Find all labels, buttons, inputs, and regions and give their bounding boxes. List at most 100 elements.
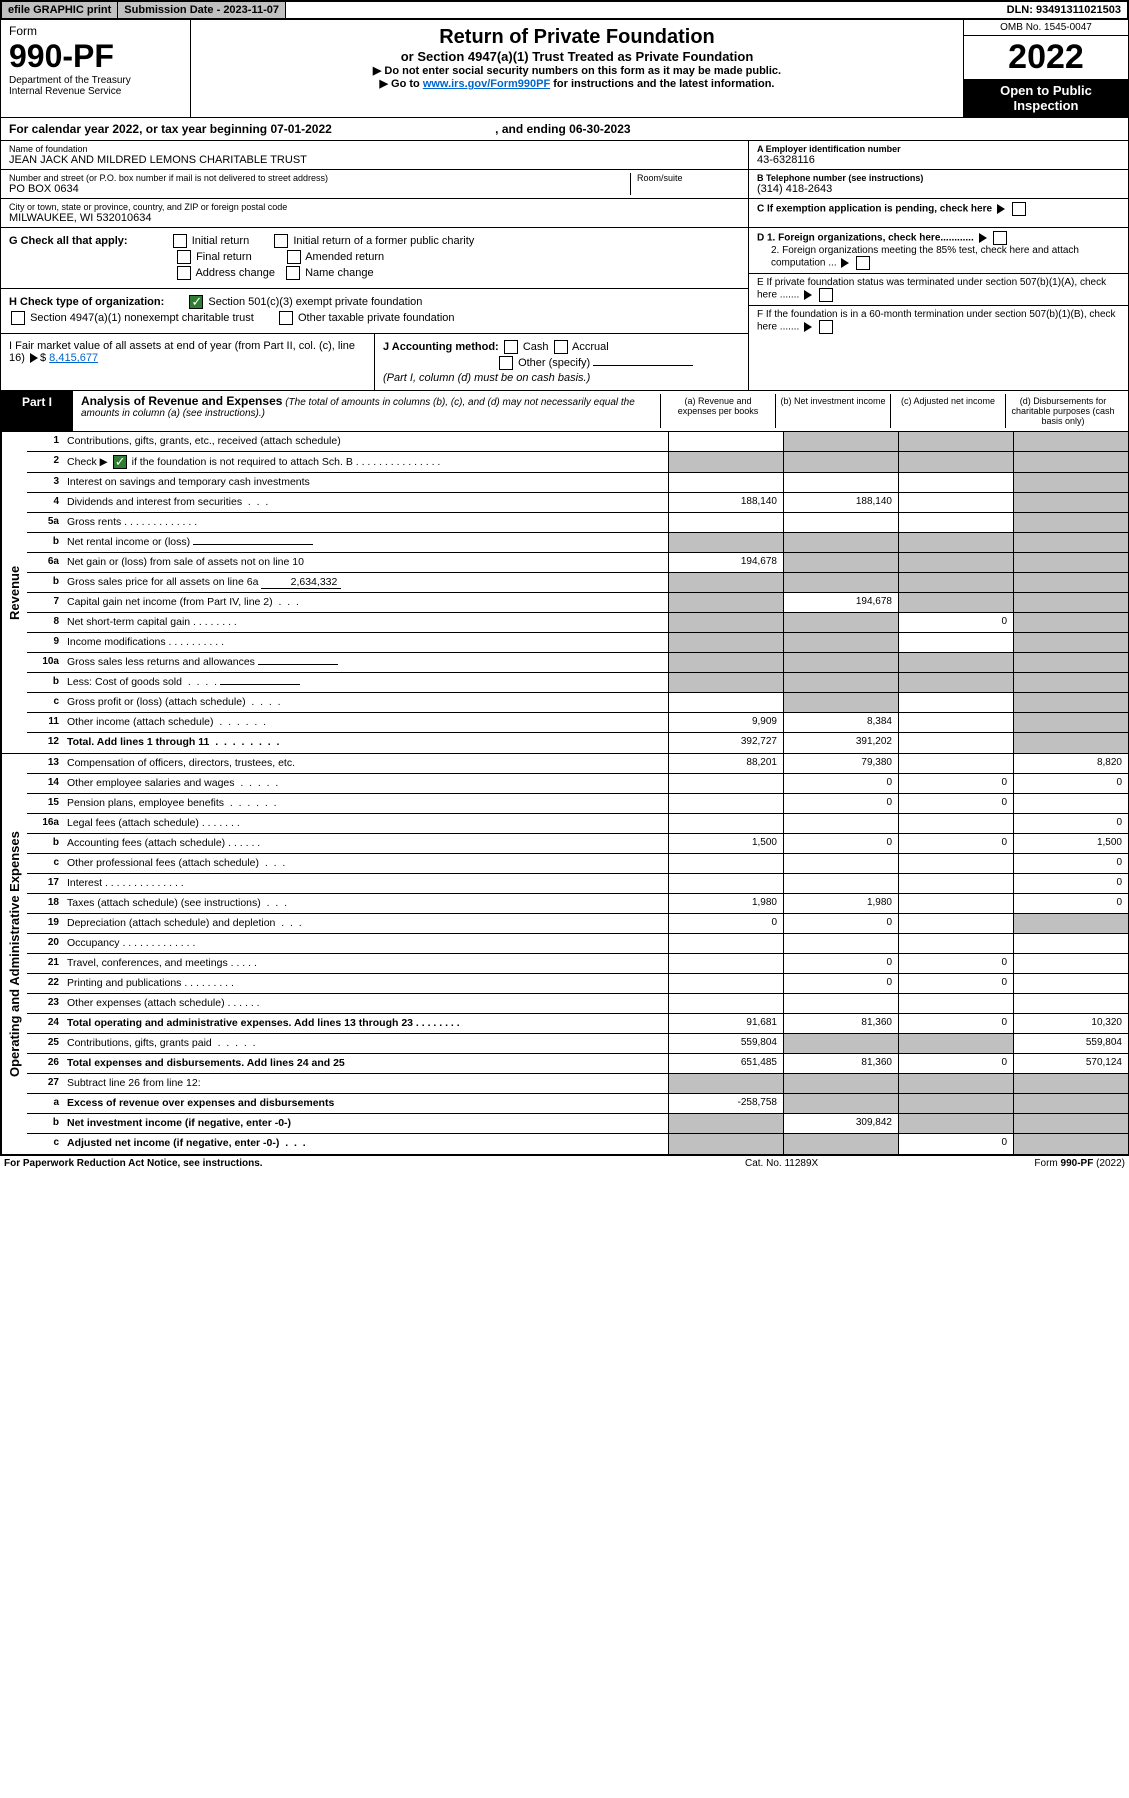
j-other-checkbox[interactable] — [499, 356, 513, 370]
phone-value: (314) 418-2643 — [757, 183, 1120, 195]
r24-c: 0 — [898, 1014, 1013, 1033]
form-id-block: Form 990-PF Department of the Treasury I… — [1, 20, 191, 117]
r14-d: 0 — [1013, 774, 1128, 793]
page-footer: For Paperwork Reduction Act Notice, see … — [0, 1155, 1129, 1171]
row-19: Depreciation (attach schedule) and deple… — [63, 914, 668, 933]
g-opt-0: Initial return — [192, 235, 249, 247]
d1-checkbox[interactable] — [993, 231, 1007, 245]
form990pf-link[interactable]: www.irs.gov/Form990PF — [423, 78, 550, 90]
g-label: G Check all that apply: — [9, 235, 128, 247]
r10b-input[interactable] — [220, 684, 300, 685]
r4-b: 188,140 — [783, 493, 898, 512]
g-opt-4: Address change — [195, 267, 275, 279]
ein-label: A Employer identification number — [757, 144, 1120, 154]
j-label: J Accounting method: — [383, 341, 499, 353]
r26-a: 651,485 — [668, 1054, 783, 1073]
c-checkbox[interactable] — [1012, 202, 1026, 216]
r7-b: 194,678 — [783, 593, 898, 612]
c-cell: C If exemption application is pending, c… — [749, 199, 1128, 219]
c-label: C If exemption application is pending, c… — [757, 204, 992, 215]
phone-cell: B Telephone number (see instructions) (3… — [749, 170, 1128, 199]
open-public: Open to Public Inspection — [964, 79, 1128, 117]
g-initial-checkbox[interactable] — [173, 234, 187, 248]
d2-checkbox[interactable] — [856, 256, 870, 270]
g-name-checkbox[interactable] — [286, 266, 300, 280]
j-section: J Accounting method: Cash Accrual Other … — [375, 334, 748, 390]
arrow-icon — [841, 258, 849, 268]
h-other-checkbox[interactable] — [279, 311, 293, 325]
r16b-d: 1,500 — [1013, 834, 1128, 853]
g-amended-checkbox[interactable] — [287, 250, 301, 264]
r16b-b: 0 — [783, 834, 898, 853]
r15-c: 0 — [898, 794, 1013, 813]
r24-a: 91,681 — [668, 1014, 783, 1033]
calendar-year-line: For calendar year 2022, or tax year begi… — [0, 118, 1129, 141]
row-5a: Gross rents . . . . . . . . . . . . . — [63, 513, 668, 532]
addr-label: Number and street (or P.O. box number if… — [9, 173, 630, 183]
foundation-name-cell: Name of foundation JEAN JACK AND MILDRED… — [1, 141, 748, 170]
schb-checkbox[interactable] — [113, 455, 127, 469]
r11-a: 9,909 — [668, 713, 783, 732]
col-c-header: (c) Adjusted net income — [890, 394, 1005, 428]
r10a-input[interactable] — [258, 664, 338, 665]
row-17: Interest . . . . . . . . . . . . . . — [63, 874, 668, 893]
r22-c: 0 — [898, 974, 1013, 993]
r14-c: 0 — [898, 774, 1013, 793]
r22-b: 0 — [783, 974, 898, 993]
f-cell: F If the foundation is in a 60-month ter… — [749, 306, 1128, 337]
row-21: Travel, conferences, and meetings . . . … — [63, 954, 668, 973]
r17-d: 0 — [1013, 874, 1128, 893]
form-subtitle: or Section 4947(a)(1) Trust Treated as P… — [197, 49, 957, 64]
r26-b: 81,360 — [783, 1054, 898, 1073]
j-note: (Part I, column (d) must be on cash basi… — [383, 372, 740, 384]
f-checkbox[interactable] — [819, 320, 833, 334]
r11-b: 8,384 — [783, 713, 898, 732]
d2-label: 2. Foreign organizations meeting the 85%… — [771, 245, 1079, 269]
r16b-a: 1,500 — [668, 834, 783, 853]
row-12: Total. Add lines 1 through 11 . . . . . … — [63, 733, 668, 753]
part1-header: Part I Analysis of Revenue and Expenses … — [0, 391, 1129, 432]
arrow-icon — [804, 322, 812, 332]
row-24: Total operating and administrative expen… — [63, 1014, 668, 1033]
r25-d: 559,804 — [1013, 1034, 1128, 1053]
h-opt-1: Section 501(c)(3) exempt private foundat… — [208, 296, 422, 308]
g-initial-former-checkbox[interactable] — [274, 234, 288, 248]
row-10b: Less: Cost of goods sold . . . . — [63, 673, 668, 692]
dln: DLN: 93491311021503 — [1001, 2, 1127, 18]
j-accrual-checkbox[interactable] — [554, 340, 568, 354]
r13-a: 88,201 — [668, 754, 783, 773]
h-501c3-checkbox[interactable] — [189, 295, 203, 309]
arrow-icon — [979, 233, 987, 243]
j-other-input[interactable] — [593, 365, 693, 366]
r24-d: 10,320 — [1013, 1014, 1128, 1033]
col-b-header: (b) Net investment income — [775, 394, 890, 428]
efile-print-button[interactable]: efile GRAPHIC print — [2, 2, 118, 18]
r26-c: 0 — [898, 1054, 1013, 1073]
h-section: H Check type of organization: Section 50… — [1, 289, 748, 334]
r27b-b: 309,842 — [783, 1114, 898, 1133]
r13-d: 8,820 — [1013, 754, 1128, 773]
cat-no: Cat. No. 11289X — [745, 1158, 818, 1169]
j-other: Other (specify) — [518, 357, 590, 369]
h-4947-checkbox[interactable] — [11, 311, 25, 325]
r18-d: 0 — [1013, 894, 1128, 913]
address-cell: Number and street (or P.O. box number if… — [1, 170, 748, 199]
r24-b: 81,360 — [783, 1014, 898, 1033]
e-checkbox[interactable] — [819, 288, 833, 302]
r27c-c: 0 — [898, 1134, 1013, 1154]
fmv-link[interactable]: 8,415,677 — [49, 352, 98, 364]
g-addr-checkbox[interactable] — [177, 266, 191, 280]
form-title: Return of Private Foundation — [197, 26, 957, 49]
expenses-table: Operating and Administrative Expenses 13… — [0, 754, 1129, 1155]
g-final-checkbox[interactable] — [177, 250, 191, 264]
form-note-1: ▶ Do not enter social security numbers o… — [197, 64, 957, 77]
row-27c: Adjusted net income (if negative, enter … — [63, 1134, 668, 1154]
form-word: Form — [9, 24, 182, 38]
d-cell: D 1. Foreign organizations, check here..… — [749, 228, 1128, 274]
r5b-input[interactable] — [193, 544, 313, 545]
j-cash-checkbox[interactable] — [504, 340, 518, 354]
row-1: Contributions, gifts, grants, etc., rece… — [63, 432, 668, 451]
expenses-side-label: Operating and Administrative Expenses — [1, 754, 27, 1154]
g-opt-3: Amended return — [305, 251, 384, 263]
r12-a: 392,727 — [668, 733, 783, 753]
